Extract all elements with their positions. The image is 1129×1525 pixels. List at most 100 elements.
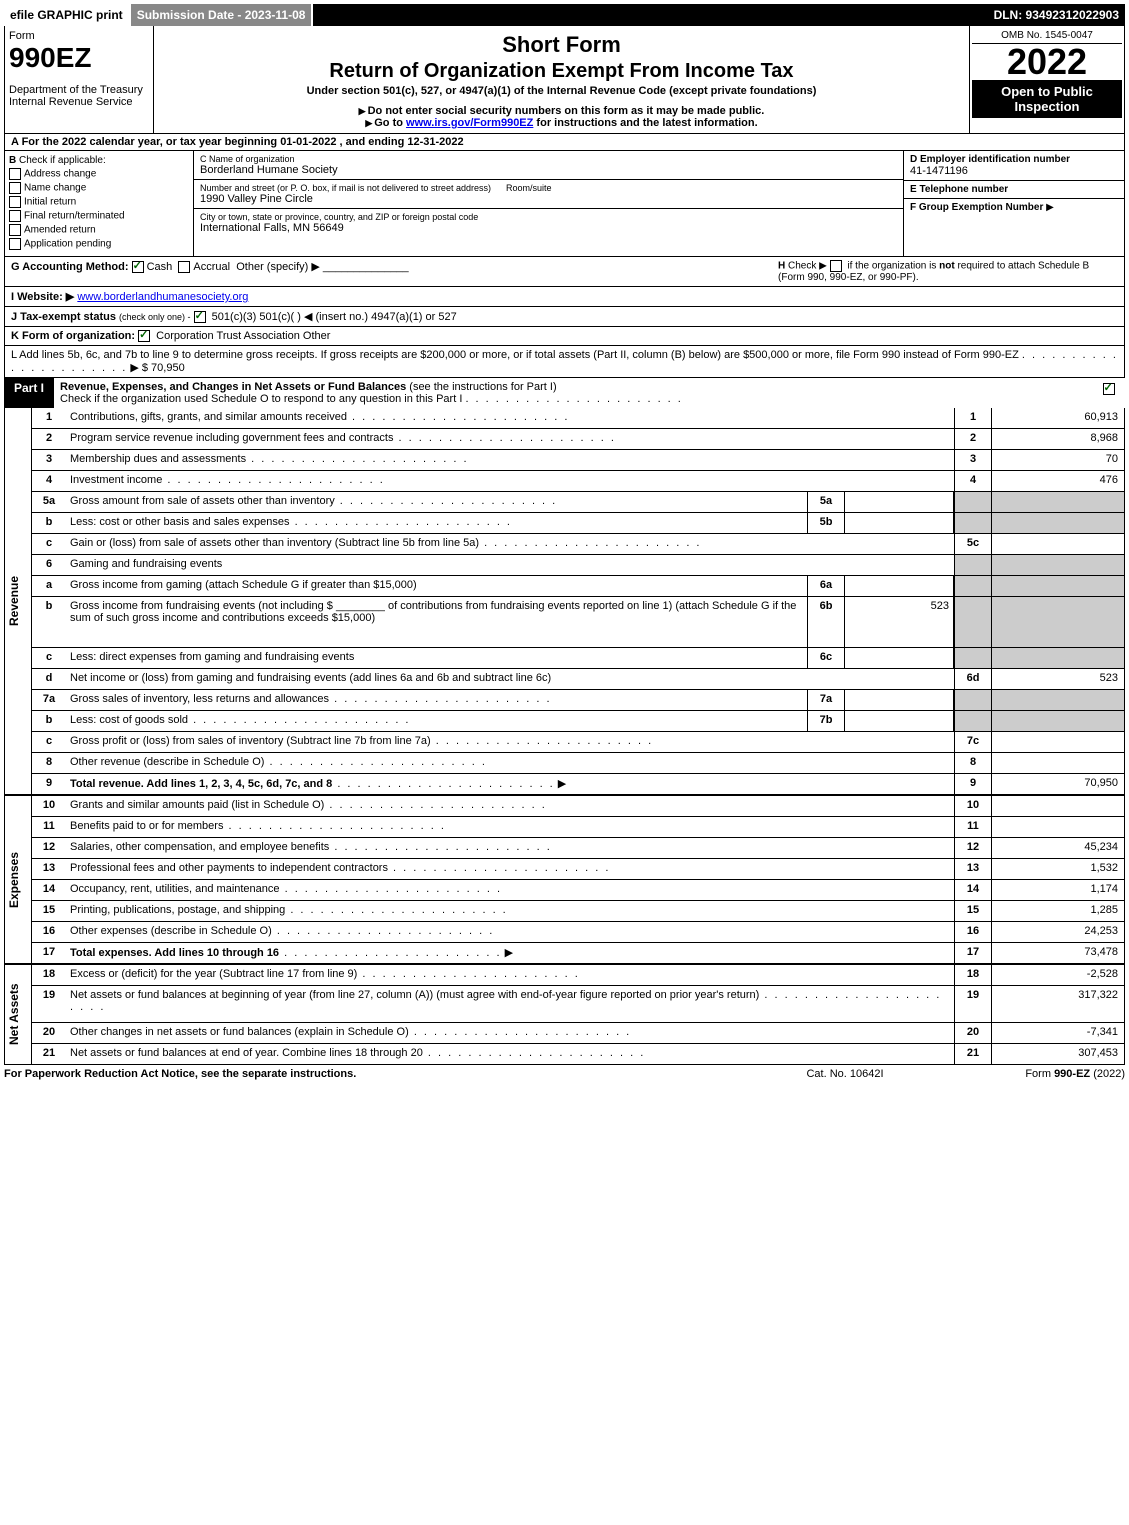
- j-sub: (check only one) -: [119, 312, 191, 322]
- line-10: 10 Grants and similar amounts paid (list…: [32, 796, 1124, 817]
- line-6c: c Less: direct expenses from gaming and …: [32, 648, 1124, 669]
- cb-501c3[interactable]: [194, 311, 206, 323]
- section-b: B Check if applicable: Address change Na…: [5, 151, 194, 256]
- line-5a: 5a Gross amount from sale of assets othe…: [32, 492, 1124, 513]
- cb-cash[interactable]: [132, 261, 144, 273]
- line-6c-value: [845, 648, 954, 668]
- line-5b-value: [845, 513, 954, 533]
- line-7b-value: [845, 711, 954, 731]
- submission-date-label: Submission Date - 2023-11-08: [131, 4, 314, 26]
- c-name-label: C Name of organization: [200, 154, 897, 164]
- line-5c-value: [991, 534, 1124, 554]
- line-1-value: 60,913: [991, 408, 1124, 428]
- cash-label: Cash: [147, 261, 173, 273]
- d-ein-label: D Employer identification number: [910, 154, 1118, 165]
- line-5a-value: [845, 492, 954, 512]
- k-label: K Form of organization:: [11, 330, 135, 342]
- revenue-side-label: Revenue: [5, 408, 32, 794]
- title-short-form: Short Form: [158, 32, 965, 58]
- cb-address-change[interactable]: Address change: [9, 168, 189, 180]
- cb-name-change[interactable]: Name change: [9, 182, 189, 194]
- irs-link[interactable]: www.irs.gov/Form990EZ: [406, 117, 533, 129]
- header-left: Form 990EZ Department of the Treasury In…: [5, 26, 154, 133]
- line-17: 17 Total expenses. Add lines 10 through …: [32, 943, 1124, 963]
- line-7c-value: [991, 732, 1124, 752]
- part1-header: Part I Revenue, Expenses, and Changes in…: [4, 378, 1125, 408]
- cb-corporation[interactable]: [138, 330, 150, 342]
- efile-print-label[interactable]: efile GRAPHIC print: [4, 4, 131, 26]
- section-k: K Form of organization: Corporation Trus…: [5, 327, 1124, 346]
- cb-schedule-b[interactable]: [830, 260, 842, 272]
- goto-suffix: for instructions and the latest informat…: [533, 117, 757, 129]
- title-return: Return of Organization Exempt From Incom…: [158, 60, 965, 83]
- part1-check[interactable]: [1095, 378, 1125, 408]
- line-6b-value: 523: [845, 597, 954, 647]
- line-4-value: 476: [991, 471, 1124, 491]
- section-a-tax-year: A For the 2022 calendar year, or tax yea…: [4, 134, 1125, 151]
- b-letter: B: [9, 155, 16, 166]
- line-6b: b Gross income from fundraising events (…: [32, 597, 1124, 648]
- g-label: G Accounting Method:: [11, 261, 129, 273]
- line-16-value: 24,253: [991, 922, 1124, 942]
- line-7a: 7a Gross sales of inventory, less return…: [32, 690, 1124, 711]
- c-room-label: Room/suite: [506, 183, 552, 193]
- cb-amended-return[interactable]: Amended return: [9, 224, 189, 236]
- line-8: 8 Other revenue (describe in Schedule O)…: [32, 753, 1124, 774]
- cb-initial-return[interactable]: Initial return: [9, 196, 189, 208]
- line-2: 2 Program service revenue including gove…: [32, 429, 1124, 450]
- section-c: C Name of organization Borderland Humane…: [194, 151, 904, 256]
- section-i: I Website: ▶ www.borderlandhumanesociety…: [5, 287, 1124, 307]
- line-6a-value: [845, 576, 954, 596]
- website-link[interactable]: www.borderlandhumanesociety.org: [77, 291, 248, 303]
- dept-label: Department of the Treasury: [9, 84, 149, 96]
- cb-application-pending[interactable]: Application pending: [9, 238, 189, 250]
- footer-formref: Form 990-EZ (2022): [945, 1068, 1125, 1080]
- line-14-value: 1,174: [991, 880, 1124, 900]
- tax-year: 2022: [972, 44, 1122, 80]
- line-18-value: -2,528: [991, 965, 1124, 985]
- line-15-value: 1,285: [991, 901, 1124, 921]
- gross-receipts: $ 70,950: [142, 362, 185, 374]
- meta-rows: G Accounting Method: Cash Accrual Other …: [4, 257, 1125, 378]
- line-12-value: 45,234: [991, 838, 1124, 858]
- f-group-exemption: F Group Exemption Number ▶: [910, 202, 1118, 213]
- accrual-label: Accrual: [193, 261, 230, 273]
- other-label: Other (specify) ▶: [236, 261, 320, 273]
- section-g: G Accounting Method: Cash Accrual Other …: [11, 260, 770, 283]
- line-7b: b Less: cost of goods sold 7b: [32, 711, 1124, 732]
- j-opts: 501(c)(3) 501(c)( ) ◀ (insert no.) 4947(…: [212, 311, 457, 323]
- note-goto: Go to www.irs.gov/Form990EZ for instruct…: [158, 117, 965, 129]
- goto-prefix: Go to: [374, 117, 406, 129]
- dln-label: DLN: 93492312022903: [988, 4, 1125, 26]
- note-ssn-text: Do not enter social security numbers on …: [368, 105, 765, 117]
- line-7a-value: [845, 690, 954, 710]
- line-6d: d Net income or (loss) from gaming and f…: [32, 669, 1124, 690]
- line-8-value: [991, 753, 1124, 773]
- line-19-value: 317,322: [991, 986, 1124, 1022]
- line-18: 18 Excess or (deficit) for the year (Sub…: [32, 965, 1124, 986]
- netassets-side-label: Net Assets: [5, 965, 32, 1064]
- line-6a: a Gross income from gaming (attach Sched…: [32, 576, 1124, 597]
- cb-final-return[interactable]: Final return/terminated: [9, 210, 189, 222]
- expenses-side-label: Expenses: [5, 796, 32, 963]
- info-grid: B Check if applicable: Address change Na…: [4, 151, 1125, 257]
- line-1: 1 Contributions, gifts, grants, and simi…: [32, 408, 1124, 429]
- line-21-value: 307,453: [991, 1044, 1124, 1064]
- h-check: Check ▶: [788, 261, 827, 272]
- form-word: Form: [9, 30, 149, 42]
- section-l: L Add lines 5b, 6c, and 7b to line 9 to …: [5, 346, 1124, 377]
- info-right: D Employer identification number 41-1471…: [904, 151, 1124, 256]
- c-addr-label: Number and street (or P. O. box, if mail…: [200, 183, 491, 193]
- h-letter: H: [778, 261, 785, 272]
- form-number: 990EZ: [9, 42, 149, 74]
- note-ssn: Do not enter social security numbers on …: [158, 105, 965, 117]
- header-right: OMB No. 1545-0047 2022 Open to Public In…: [970, 26, 1124, 133]
- line-2-value: 8,968: [991, 429, 1124, 449]
- form-header: Form 990EZ Department of the Treasury In…: [4, 26, 1125, 134]
- line-16: 16 Other expenses (describe in Schedule …: [32, 922, 1124, 943]
- line-11-value: [991, 817, 1124, 837]
- k-opts: Corporation Trust Association Other: [156, 330, 330, 342]
- cb-accrual[interactable]: [178, 261, 190, 273]
- line-6d-value: 523: [991, 669, 1124, 689]
- line-6: 6 Gaming and fundraising events: [32, 555, 1124, 576]
